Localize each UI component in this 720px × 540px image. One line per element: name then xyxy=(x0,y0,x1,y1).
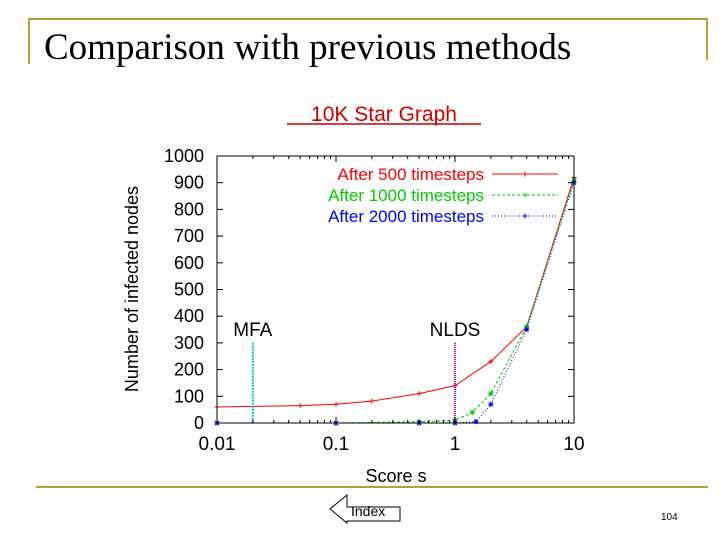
slide-frame-left xyxy=(28,18,30,64)
slide-frame-top xyxy=(28,18,708,20)
data-point xyxy=(369,398,375,404)
legend-label: After 500 timesteps xyxy=(338,165,484,184)
legend-label: After 2000 timesteps xyxy=(328,207,484,226)
x-tick-label: 0.1 xyxy=(323,434,349,455)
data-point xyxy=(333,401,339,407)
data-point xyxy=(488,359,494,365)
slide-frame-bottom xyxy=(36,486,708,488)
data-point xyxy=(416,391,422,397)
annotation-label-nlds: NLDS xyxy=(430,320,481,341)
data-point xyxy=(524,327,530,333)
slide-frame-right xyxy=(706,18,708,60)
data-point xyxy=(488,401,494,407)
y-tick-label: 1000 xyxy=(164,146,204,166)
y-tick-label: 800 xyxy=(174,199,204,219)
x-axis-label: Score s xyxy=(365,466,426,486)
annotation-group: MFA NLDS xyxy=(233,320,480,423)
y-tick-label: 300 xyxy=(174,333,204,353)
y-axis-label: Number of infected nodes xyxy=(122,186,142,392)
chart-title: 10K Star Graph xyxy=(311,103,457,126)
slide-title: Comparison with previous methods xyxy=(44,27,572,68)
data-point xyxy=(297,403,303,409)
y-tick-label: 400 xyxy=(174,306,204,326)
infected-nodes-chart: 10K Star Graph MFA NLDS 0.01 0.1 1 100100200… xyxy=(122,103,585,486)
back-arrow-icon xyxy=(329,494,401,524)
x-tick-label: 0.01 xyxy=(199,434,236,455)
x-tick-label: 10 xyxy=(563,434,584,455)
page-number: 104 xyxy=(661,512,678,523)
y-tick-label: 500 xyxy=(174,280,204,300)
y-tick-label: 0 xyxy=(194,413,204,433)
y-tick-label: 700 xyxy=(174,226,204,246)
legend-label: After 1000 timesteps xyxy=(328,186,484,205)
legend: After 500 timesteps After 1000 timesteps A… xyxy=(328,165,558,226)
y-tick-label: 900 xyxy=(174,173,204,193)
x-tick-label: 1 xyxy=(450,434,461,455)
y-tick-label: 100 xyxy=(174,386,204,406)
y-tick-label: 200 xyxy=(174,360,204,380)
axis-ticks: 0.01 0.1 1 10010020030040050060070080090010… xyxy=(164,146,585,455)
y-tick-label: 600 xyxy=(174,253,204,273)
data-point xyxy=(488,391,494,397)
index-label: Index xyxy=(351,503,386,519)
index-button[interactable]: Index xyxy=(329,494,401,524)
annotation-label-mfa: MFA xyxy=(233,320,272,341)
data-point xyxy=(469,409,475,415)
